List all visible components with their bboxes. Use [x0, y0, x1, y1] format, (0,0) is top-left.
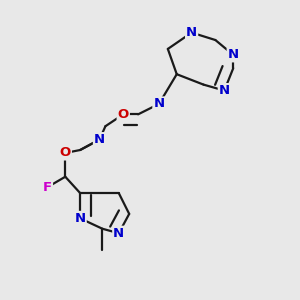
- Text: N: N: [186, 26, 197, 39]
- Text: N: N: [94, 133, 105, 146]
- Text: N: N: [153, 98, 164, 110]
- Text: N: N: [113, 227, 124, 240]
- Text: O: O: [60, 146, 71, 160]
- Text: N: N: [219, 84, 230, 97]
- Text: F: F: [43, 181, 52, 194]
- Text: N: N: [75, 212, 86, 225]
- Text: O: O: [118, 108, 129, 121]
- Text: N: N: [228, 48, 239, 62]
